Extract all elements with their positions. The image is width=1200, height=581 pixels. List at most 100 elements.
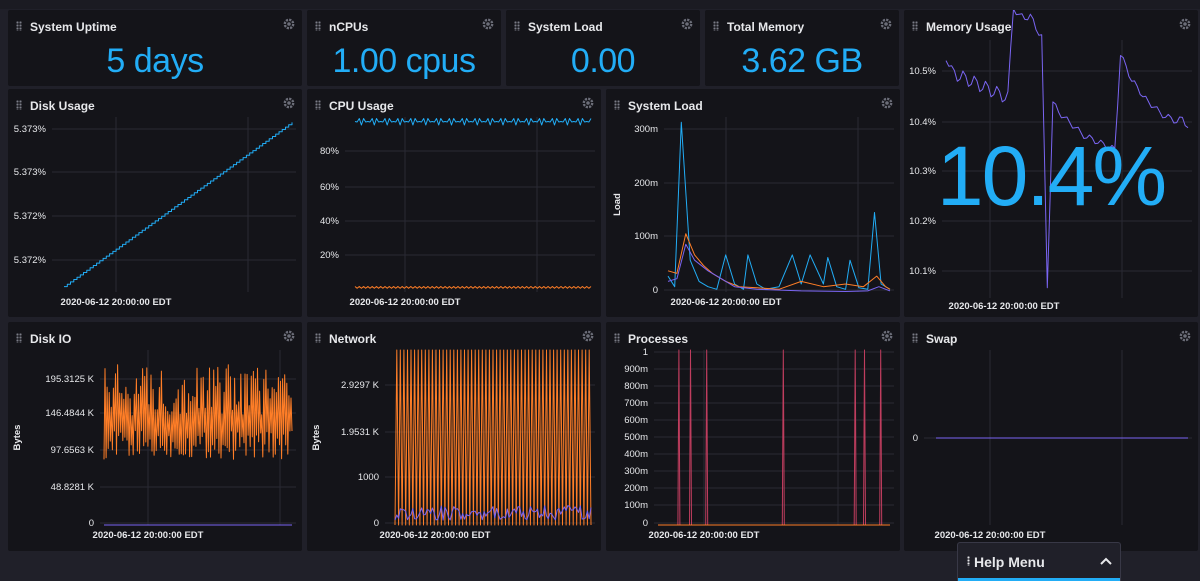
cell-title: CPU Usage [329, 99, 394, 113]
drag-handle[interactable] [315, 333, 321, 343]
gear-icon[interactable] [1178, 329, 1192, 343]
cell-ncpus: nCPUs 1.00 cpus [307, 10, 501, 86]
y-tick-label: 900m [624, 364, 648, 375]
network-received-series-line [394, 349, 592, 526]
y-tick-label: 5.372% [14, 211, 47, 222]
cpu-user-series-line [354, 286, 592, 289]
drag-handle[interactable] [614, 100, 620, 110]
load5-series-line [667, 233, 891, 290]
drag-handle[interactable] [912, 333, 918, 343]
y-tick-label: 200m [634, 178, 658, 189]
y-tick-label: 10.5% [909, 66, 936, 77]
gear-icon[interactable] [581, 96, 595, 110]
memory-usage-chart: 10.5% 10.4% 10.3% 10.2% 10.1% 2020-06-12 20:0… [909, 10, 1192, 312]
gear-icon[interactable] [880, 96, 894, 110]
load15-series-line [667, 243, 891, 292]
x-tick-label: 2020-06-12 20:00:00 EDT [935, 530, 1046, 541]
cell-swap: Swap 0 2020-06-12 20:00:00 EDT [904, 322, 1198, 551]
cell-title: Network [329, 332, 377, 346]
drag-handle[interactable] [16, 333, 22, 343]
y-tick-label: 100m [624, 500, 648, 511]
y-tick-label: 0 [374, 518, 379, 529]
gear-icon[interactable] [282, 329, 296, 343]
y-tick-label: 300m [624, 466, 648, 477]
processes-chart: 1 900m 800m 700m 600m 500m 400m 300m 200m 100m 020… [624, 347, 894, 541]
cpu-idle-series-line [354, 118, 592, 126]
network-sent-series-line [394, 505, 592, 521]
y-tick-label: 1.9531 K [341, 427, 380, 438]
y-tick-label: 700m [624, 398, 648, 409]
disk-usage-chart: 5.373% 5.373% 5.372% 5.372% 2020-06-12 20:00… [14, 117, 296, 308]
memory-usage-series-line [945, 10, 1189, 289]
y-axis-label: Bytes [311, 425, 322, 451]
drag-handle[interactable] [514, 21, 520, 31]
drag-handle[interactable] [315, 21, 321, 31]
stat-value: 5 days [106, 42, 204, 80]
y-tick-label: 146.4844 K [45, 408, 94, 419]
gear-icon[interactable] [282, 17, 296, 31]
dashboard-top-strip [0, 0, 1200, 9]
disk-io-chart: 195.3125 K 146.4844 K 97.6563 K 48.8281 K 02… [12, 350, 296, 541]
load1-series-line [667, 121, 891, 290]
swap-chart: 0 2020-06-12 20:00:00 EDT [913, 350, 1192, 541]
cell-title: System Uptime [30, 20, 117, 34]
y-tick-label: 48.8281 K [51, 482, 95, 493]
chevron-up-icon [1100, 557, 1112, 565]
y-tick-label: 400m [624, 449, 648, 460]
cell-title: Disk Usage [30, 99, 95, 113]
y-tick-label: 5.373% [14, 167, 47, 178]
y-tick-label: 500m [624, 432, 648, 443]
drag-handle[interactable] [912, 21, 918, 31]
gear-icon[interactable] [1178, 17, 1192, 31]
drag-handle[interactable] [315, 100, 321, 110]
cell-title: System Load [628, 99, 703, 113]
y-tick-label: 2.9297 K [341, 380, 380, 391]
cell-disk-io: Disk IO 195.3125 K 146.4844 K 97.6563 K 48.… [8, 322, 302, 551]
drag-handle[interactable] [16, 100, 22, 110]
cell-title: nCPUs [329, 20, 369, 34]
cell-memory-usage: Memory Usage 10.5% 10.4% 10.3% 10.2% 10.1% 20… [904, 10, 1198, 317]
stat-value: 0.00 [570, 42, 636, 80]
stat-value: 1.00 cpus [332, 42, 476, 80]
cell-disk-usage: Disk Usage 5.373% 5.373% 5.372% 5.372% 2020-… [8, 89, 302, 317]
cell-title: Total Memory [727, 20, 805, 34]
cpu-usage-chart: 80% 60% 40% 20% 2020-06-12 20:00:00 EDT [320, 117, 595, 308]
y-tick-label: 300m [634, 124, 658, 135]
y-tick-label: 1000 [358, 472, 379, 483]
gear-icon[interactable] [680, 17, 694, 31]
y-tick-label: 5.372% [14, 255, 47, 266]
drag-handle[interactable] [713, 21, 719, 31]
y-tick-label: 80% [320, 146, 340, 157]
y-tick-label: 0 [89, 518, 94, 529]
gear-icon[interactable] [581, 329, 595, 343]
gear-icon[interactable] [282, 96, 296, 110]
cell-total-memory: Total Memory 3.62 GB [705, 10, 899, 86]
cell-title: Processes [628, 332, 689, 346]
drag-handle[interactable] [614, 333, 620, 343]
disk-usage-series-line [64, 122, 293, 288]
y-tick-label: 10.2% [909, 216, 936, 227]
y-tick-label: 1 [643, 347, 648, 358]
y-tick-label: 100m [634, 231, 658, 242]
y-tick-label: 600m [624, 415, 648, 426]
cell-system-load: System Load 300m 200m 100m 0 2020-06-12 20:0… [606, 89, 900, 317]
y-tick-label: 10.1% [909, 266, 936, 277]
help-menu-button[interactable]: Help Menu [957, 542, 1121, 581]
gear-icon[interactable] [879, 17, 893, 31]
cell-network: Network 2.9297 K 1.9531 K 1000 0 2020-06-12 … [307, 322, 601, 551]
x-tick-label: 2020-06-12 20:00:00 EDT [380, 530, 491, 541]
cell-title: Disk IO [30, 332, 72, 346]
disk-io-read-series-line [103, 364, 293, 460]
x-tick-label: 2020-06-12 20:00:00 EDT [649, 530, 760, 541]
x-tick-label: 2020-06-12 20:00:00 EDT [350, 297, 461, 308]
cell-title: Memory Usage [926, 20, 1012, 34]
cell-system-uptime: System Uptime 5 days [8, 10, 302, 86]
y-tick-label: 10.3% [909, 166, 936, 177]
cell-title: Swap [926, 332, 958, 346]
gear-icon[interactable] [481, 17, 495, 31]
gear-icon[interactable] [880, 329, 894, 343]
drag-handle[interactable] [16, 21, 22, 31]
y-axis-label: Bytes [12, 425, 23, 451]
y-tick-label: 10.4% [909, 117, 936, 128]
y-axis-label: Load [612, 193, 623, 216]
